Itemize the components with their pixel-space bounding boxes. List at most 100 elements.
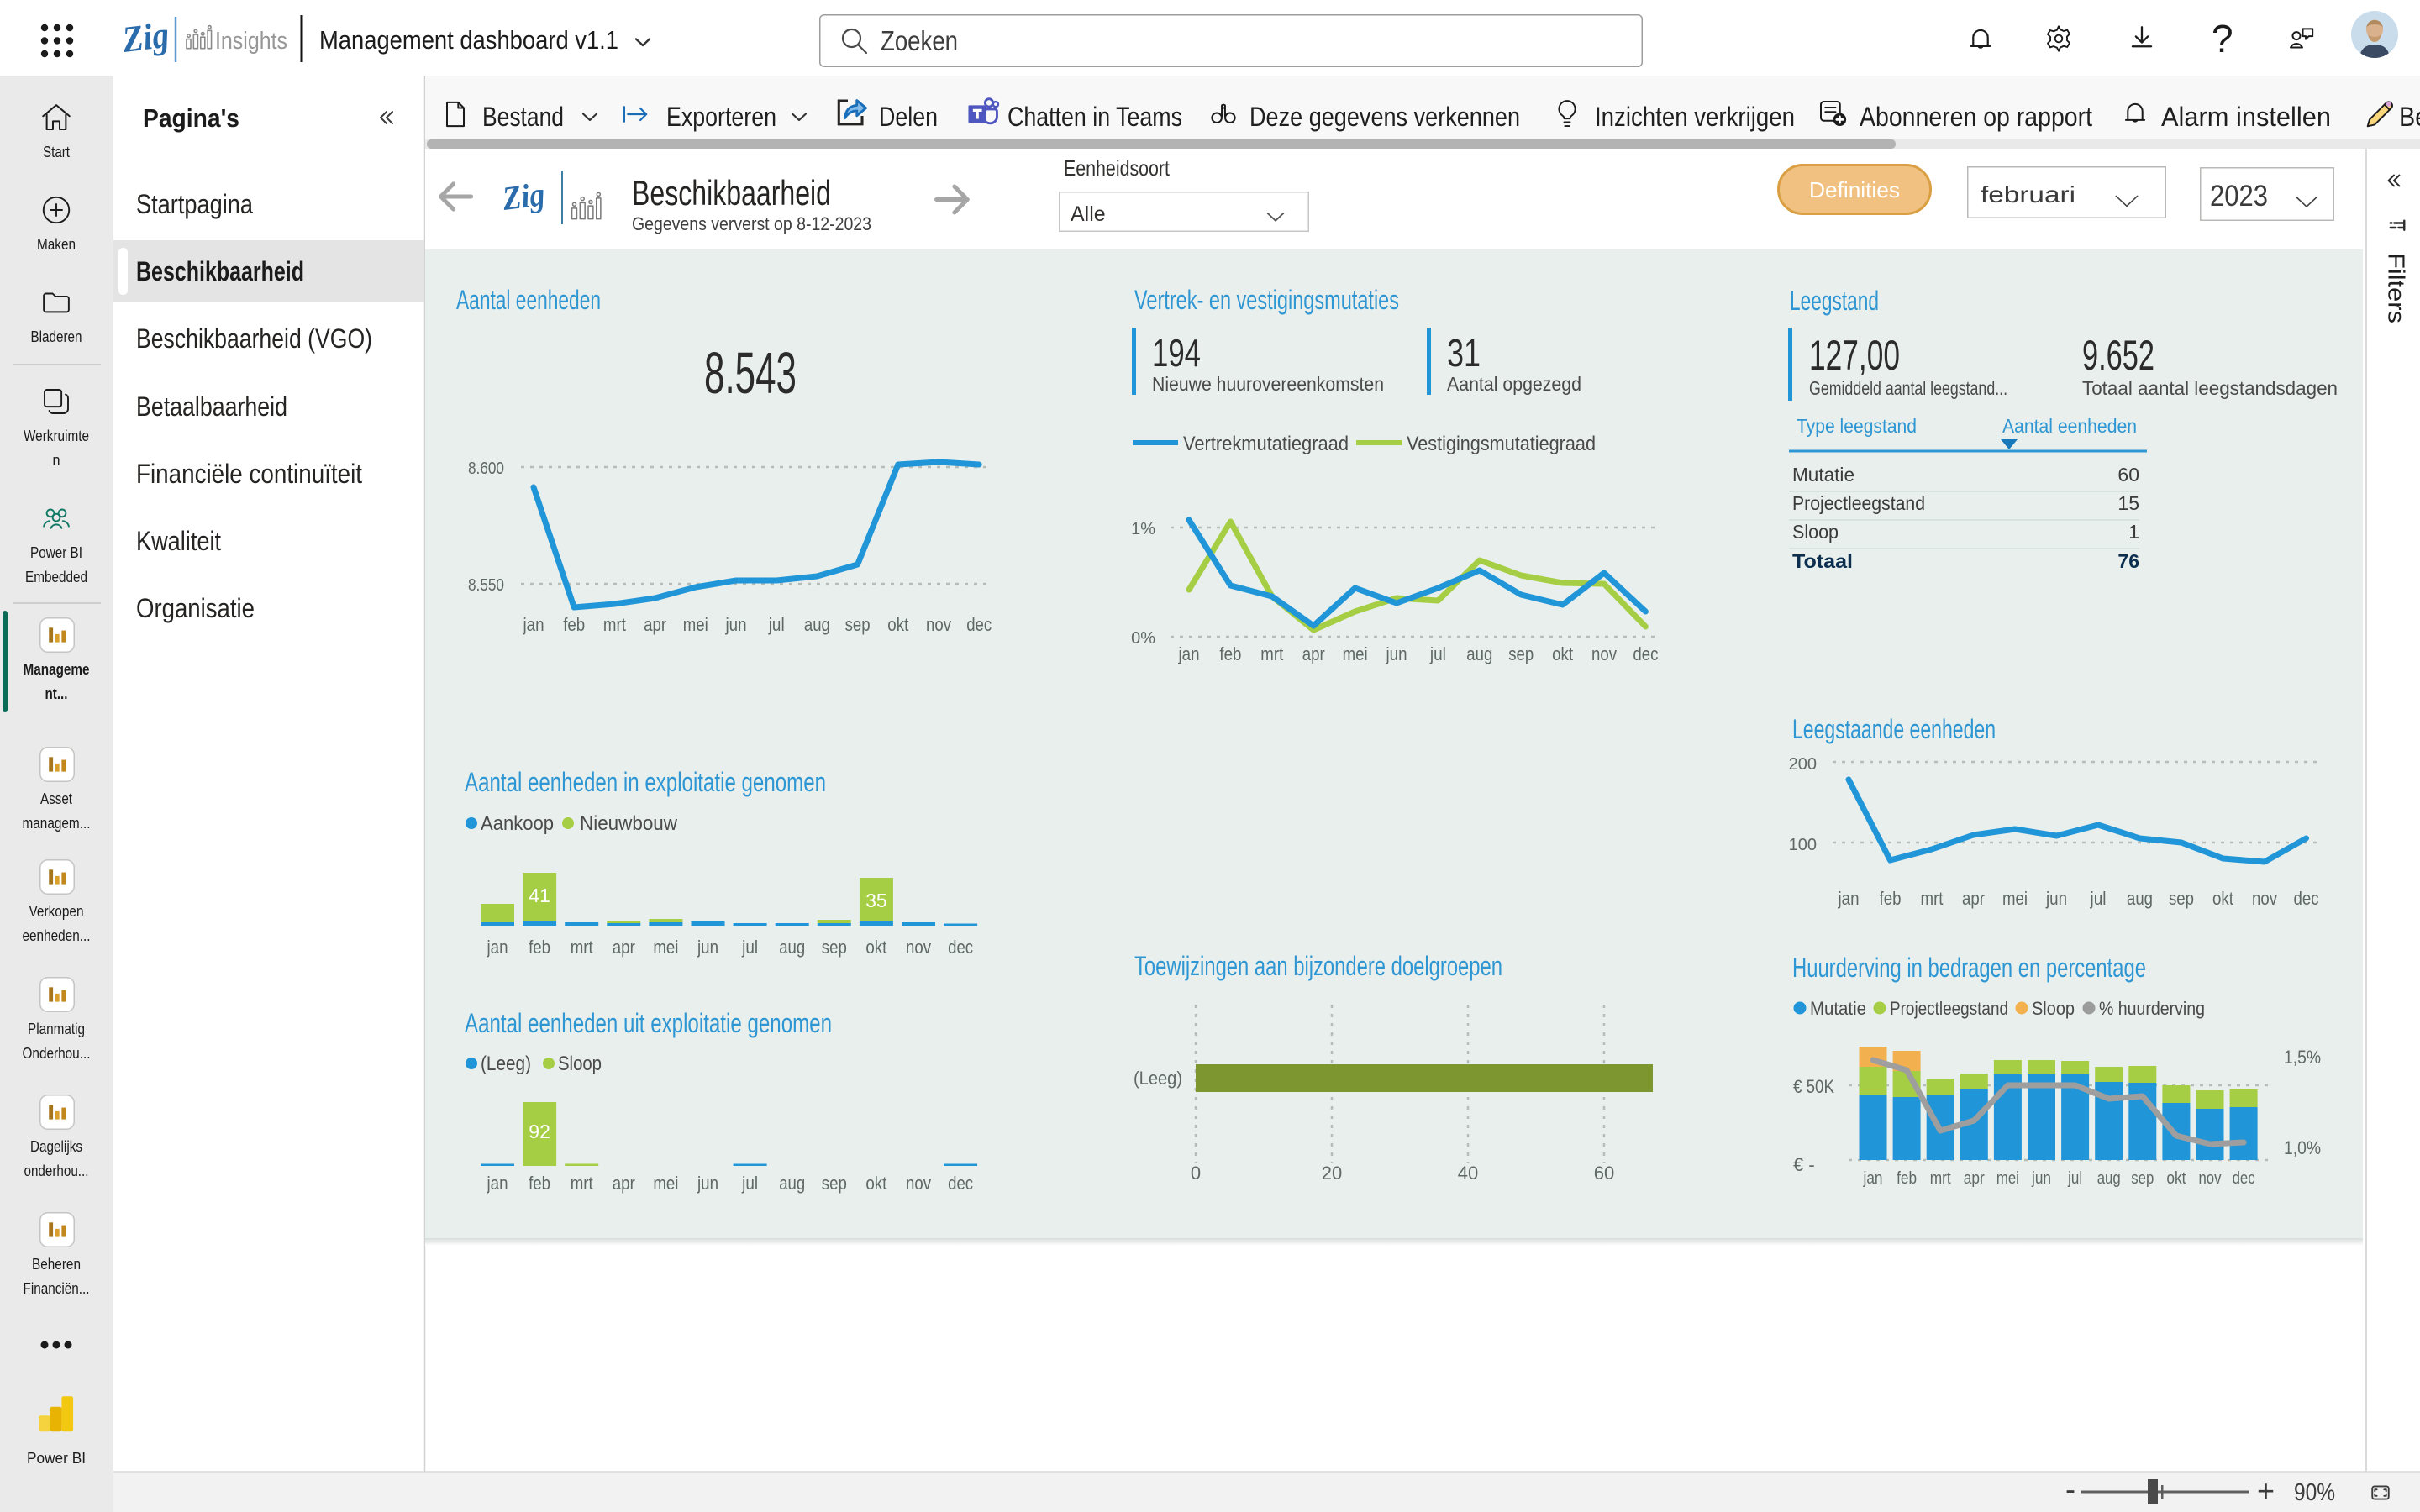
svg-text:Startpagina: Startpagina (136, 189, 253, 219)
svg-text:okt: okt (2166, 1169, 2186, 1188)
svg-text:nov: nov (926, 614, 951, 635)
svg-text:Beheren: Beheren (32, 1256, 81, 1273)
svg-text:Verkopen: Verkopen (29, 903, 84, 920)
svg-text:Zig: Zig (119, 14, 171, 60)
svg-text:Leegstaande eenheden: Leegstaande eenheden (1792, 714, 1996, 744)
svg-text:35: 35 (865, 890, 887, 911)
svg-text:Mutatie: Mutatie (1792, 464, 1854, 486)
svg-text:Totaal aantal leegstandsdagen: Totaal aantal leegstandsdagen (2082, 377, 2338, 399)
svg-text:92: 92 (529, 1121, 550, 1142)
svg-text:€ -: € - (1793, 1154, 1815, 1175)
svg-text:Inzichten verkrijgen: Inzichten verkrijgen (1595, 102, 1795, 132)
svg-text:nov: nov (906, 937, 931, 958)
svg-text:Projectleegstand: Projectleegstand (1792, 492, 1925, 514)
svg-text:aug: aug (2097, 1169, 2121, 1188)
svg-text:(Leeg): (Leeg) (1134, 1068, 1182, 1089)
svg-text:8.550: 8.550 (468, 576, 504, 595)
svg-text:aug: aug (779, 937, 805, 958)
svg-text:jan: jan (1178, 643, 1200, 664)
svg-text:Power BI: Power BI (27, 1450, 86, 1467)
svg-text:-: - (2065, 1472, 2075, 1506)
svg-text:okt: okt (887, 614, 908, 635)
svg-text:jun: jun (697, 937, 718, 958)
svg-text:Zig: Zig (500, 175, 547, 218)
svg-text:31: 31 (1447, 331, 1481, 375)
svg-text:194: 194 (1152, 331, 1201, 375)
svg-text:Exporteren: Exporteren (666, 102, 776, 132)
svg-text:jun: jun (1386, 643, 1407, 664)
svg-text:1: 1 (2128, 521, 2139, 543)
svg-text:mei: mei (653, 1173, 678, 1194)
svg-text:sep: sep (822, 1173, 847, 1194)
svg-text:100: 100 (1789, 836, 1817, 854)
svg-text:Asset: Asset (40, 790, 72, 807)
svg-text:Aantal eenheden: Aantal eenheden (2002, 415, 2137, 437)
svg-text:Abonneren op rapport: Abonneren op rapport (1860, 102, 2092, 132)
svg-text:Huurderving in bedragen en per: Huurderving in bedragen en percentage (1792, 953, 2146, 983)
svg-text:okt: okt (2212, 888, 2233, 909)
svg-text:20: 20 (1322, 1163, 1342, 1184)
svg-text:200: 200 (1789, 755, 1817, 774)
svg-text:jun: jun (2031, 1169, 2051, 1188)
svg-text:sep: sep (822, 937, 847, 958)
svg-text:Gegevens ververst op 8-12-202: Gegevens ververst op 8-12-2023 (632, 213, 871, 234)
svg-text:Definities: Definities (1809, 177, 1900, 202)
svg-text:jun: jun (725, 614, 747, 635)
svg-text:Planmatig: Planmatig (28, 1021, 85, 1037)
svg-text:februari: februari (1981, 181, 2075, 207)
svg-text:mei: mei (653, 937, 678, 958)
svg-text:Insights: Insights (215, 28, 287, 55)
svg-text:mrt: mrt (571, 937, 593, 958)
svg-text:dec: dec (2233, 1169, 2255, 1188)
svg-text:apr: apr (613, 937, 635, 958)
svg-text:60: 60 (2118, 464, 2139, 486)
svg-text:Dagelijks: Dagelijks (30, 1138, 82, 1155)
svg-text:mei: mei (2002, 888, 2028, 909)
svg-text:aug: aug (2127, 888, 2153, 909)
svg-text:jun: jun (697, 1173, 718, 1194)
svg-text:Beschikbaarheid: Beschikbaarheid (136, 256, 304, 286)
svg-text:9.652: 9.652 (2082, 332, 2154, 379)
svg-text:40: 40 (1458, 1163, 1478, 1184)
svg-text:mei: mei (683, 614, 708, 635)
svg-text:Delen: Delen (879, 102, 938, 132)
svg-text:okt: okt (865, 1173, 886, 1194)
svg-text:mrt: mrt (1921, 888, 1944, 909)
svg-text:Aantal opgezegd: Aantal opgezegd (1447, 373, 1581, 395)
svg-text:Aantal eenheden: Aantal eenheden (456, 285, 601, 315)
svg-text:Pagina's: Pagina's (143, 103, 239, 133)
svg-text:jul: jul (2067, 1169, 2082, 1188)
svg-text:sep: sep (845, 614, 871, 635)
svg-text:jul: jul (741, 1173, 758, 1194)
svg-text:Maken: Maken (37, 236, 76, 253)
svg-text:aug: aug (1466, 643, 1492, 664)
svg-text:Bestand: Bestand (482, 102, 564, 132)
svg-text:76: 76 (2118, 550, 2139, 572)
svg-text:jul: jul (1429, 643, 1446, 664)
svg-text:jul: jul (2090, 888, 2107, 909)
svg-text:127,00: 127,00 (1809, 332, 1900, 379)
svg-text:Aantal eenheden in exploitatie: Aantal eenheden in exploitatie genomen (465, 767, 826, 797)
svg-text:Aantal eenheden uit exploitati: Aantal eenheden uit exploitatie genomen (465, 1008, 832, 1038)
svg-text:Bew: Bew (2399, 102, 2420, 132)
svg-text:Gemiddeld aantal leegstand...: Gemiddeld aantal leegstand... (1809, 377, 2007, 399)
svg-text:Nieuwbouw: Nieuwbouw (580, 812, 678, 835)
svg-text:jul: jul (741, 937, 758, 958)
svg-text:60: 60 (1594, 1163, 1614, 1184)
svg-text:feb: feb (529, 1173, 550, 1194)
svg-text:jan: jan (487, 1173, 508, 1194)
svg-text:Toewijzingen aan bijzondere do: Toewijzingen aan bijzondere doelgroepen (1134, 951, 1502, 981)
svg-text:Manageme: Manageme (24, 661, 90, 678)
svg-text:Embedded: Embedded (25, 569, 87, 585)
svg-text:dec: dec (966, 614, 992, 635)
svg-text:Nieuwe huurovereenkomsten: Nieuwe huurovereenkomsten (1152, 373, 1384, 395)
svg-text:Filters: Filters (2384, 253, 2410, 323)
svg-text:2023: 2023 (2210, 180, 2268, 213)
svg-text:+: + (2257, 1473, 2275, 1508)
svg-text:apr: apr (1302, 643, 1325, 664)
svg-text:Beschikbaarheid: Beschikbaarheid (632, 173, 831, 213)
svg-text:Sloop: Sloop (1792, 521, 1839, 543)
svg-text:€ 50K: € 50K (1793, 1076, 1834, 1097)
svg-text:41: 41 (529, 885, 550, 906)
svg-text:sep: sep (2131, 1169, 2154, 1188)
